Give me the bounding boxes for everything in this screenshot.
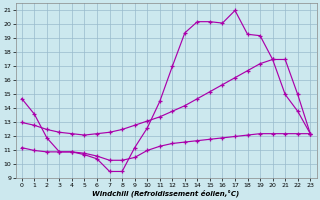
X-axis label: Windchill (Refroidissement éolien,°C): Windchill (Refroidissement éolien,°C) [92,189,240,197]
